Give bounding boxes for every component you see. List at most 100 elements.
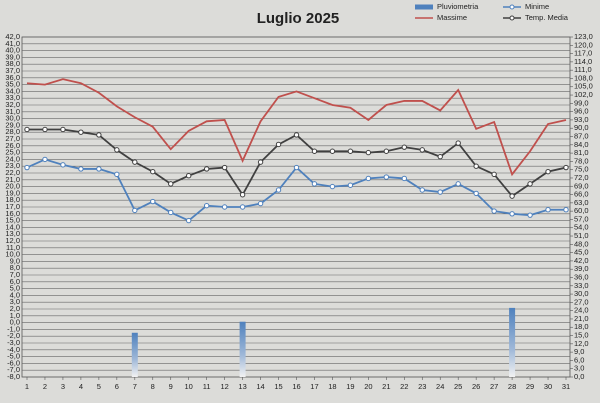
y-tick-label: -4,0: [7, 345, 20, 354]
x-tick-label: 26: [472, 382, 480, 391]
y2-tick-label: 90,0: [574, 123, 589, 132]
point: [96, 166, 102, 172]
point: [473, 190, 479, 197]
point: [132, 159, 138, 165]
legend-swatch: [415, 4, 433, 10]
point: [509, 211, 515, 217]
y-tick-label: 5,0: [10, 284, 20, 293]
y-tick-label: 14,0: [5, 222, 20, 231]
y2-tick-label: 75,0: [574, 165, 589, 174]
y2-tick-label: 48,0: [574, 239, 589, 248]
y2-tick-label: 117,0: [574, 49, 592, 58]
x-tick-label: 1: [25, 382, 29, 391]
point: [221, 204, 228, 210]
y-tick-label: 9,0: [10, 256, 20, 265]
x-tick-label: 4: [79, 382, 83, 391]
point: [455, 140, 461, 146]
y2-tick-label: 15,0: [574, 331, 589, 340]
point: [545, 207, 551, 213]
y-tick-label: 10,0: [5, 250, 20, 259]
x-tick-label: 2: [43, 382, 47, 391]
y-tick-label: -7,0: [7, 365, 20, 374]
x-tick-label: 28: [508, 382, 516, 391]
legend-label: Pluviometria: [437, 2, 479, 11]
x-tick-label: 18: [328, 382, 336, 391]
y2-tick-label: 87,0: [574, 131, 589, 140]
x-tick-label: 9: [169, 382, 173, 391]
y2-tick-label: 99,0: [574, 98, 589, 107]
x-tick-label: 6: [115, 382, 119, 391]
point: [168, 181, 174, 187]
point: [491, 208, 497, 214]
y-tick-label: 18,0: [5, 195, 20, 204]
y-tick-label: -6,0: [7, 358, 20, 367]
y-tick-label: 4,0: [10, 290, 20, 299]
rain-bar: [509, 307, 516, 377]
point: [168, 209, 174, 216]
point: [365, 175, 372, 182]
y-tick-label: 40,0: [5, 46, 20, 55]
y2-tick-label: 6,0: [574, 355, 584, 364]
point: [455, 181, 461, 187]
y-tick-label: -5,0: [7, 352, 20, 361]
y-tick-label: 41,0: [5, 39, 20, 48]
point: [42, 126, 48, 133]
point: [132, 207, 138, 214]
point: [545, 168, 551, 175]
y2-tick-label: 27,0: [574, 297, 589, 306]
x-tick-label: 27: [490, 382, 498, 391]
y-tick-label: 30,0: [5, 114, 20, 123]
point: [221, 164, 228, 171]
x-tick-label: 15: [274, 382, 282, 391]
point: [60, 162, 66, 168]
y2-tick-label: 36,0: [574, 272, 589, 281]
point: [347, 182, 354, 188]
point: [437, 189, 443, 195]
y-tick-label: 3,0: [10, 297, 20, 306]
y2-tick-label: 69,0: [574, 181, 589, 190]
x-tick-label: 24: [436, 382, 444, 391]
y-tick-label: 31,0: [5, 107, 20, 116]
point: [24, 126, 30, 133]
point: [78, 166, 84, 172]
x-tick-label: 20: [364, 382, 372, 391]
y-tick-label: 39,0: [5, 52, 20, 61]
y-tick-label: 22,0: [5, 168, 20, 177]
y2-tick-label: 63,0: [574, 198, 589, 207]
point: [114, 147, 120, 153]
point: [491, 171, 497, 178]
rain-bar: [239, 321, 246, 377]
y2-tick-label: 96,0: [574, 107, 589, 116]
y-tick-label: -1,0: [7, 324, 20, 333]
y2-tick-label: 30,0: [574, 289, 589, 298]
x-tick-label: 21: [382, 382, 390, 391]
y2-tick-label: 120,0: [574, 40, 593, 49]
y-tick-label: 38,0: [5, 59, 20, 68]
x-tick-label: 13: [238, 382, 246, 391]
y-tick-label: 42,0: [5, 32, 20, 41]
y-tick-label: 2,0: [10, 304, 20, 313]
rain-bar: [131, 332, 138, 377]
legend-marker: [509, 4, 515, 10]
x-tick-label: 8: [151, 382, 155, 391]
y2-tick-label: 42,0: [574, 256, 589, 265]
point: [347, 148, 354, 154]
y-tick-label: 32,0: [5, 100, 20, 109]
point: [239, 204, 246, 210]
y2-tick-label: 60,0: [574, 206, 589, 215]
point: [239, 192, 246, 198]
point: [42, 156, 48, 163]
point: [114, 171, 120, 178]
y2-tick-label: 111,0: [574, 65, 592, 74]
y-tick-label: 7,0: [10, 270, 20, 279]
x-tick-label: 22: [400, 382, 408, 391]
point: [186, 217, 192, 224]
y2-tick-label: 51,0: [574, 231, 589, 240]
x-tick-label: 31: [562, 382, 570, 391]
point: [401, 175, 407, 182]
point: [78, 129, 84, 135]
chart-title: Luglio 2025: [257, 10, 340, 27]
point: [311, 148, 318, 154]
point: [329, 183, 336, 190]
